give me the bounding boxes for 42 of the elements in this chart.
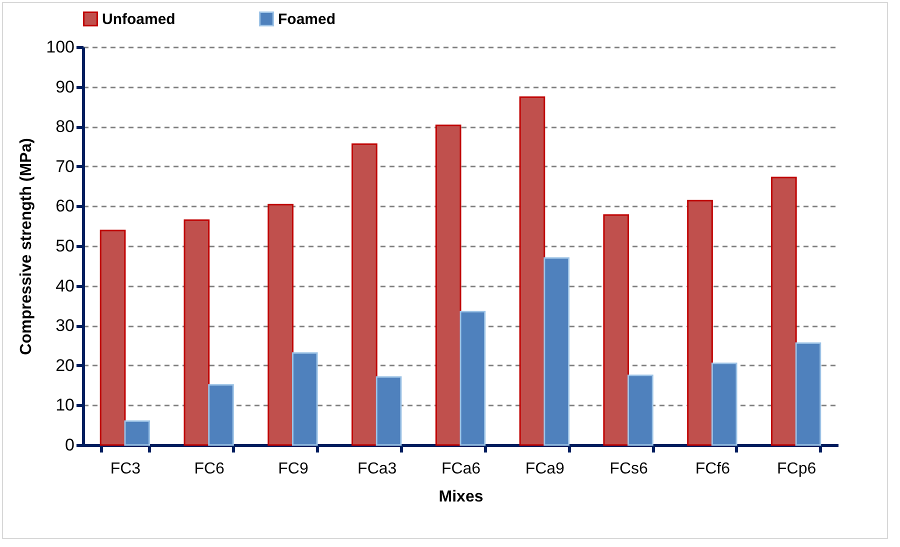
- y-tick-label: 50: [56, 236, 74, 256]
- bar: [268, 204, 294, 446]
- bar: [124, 420, 150, 446]
- y-tick-label: 0: [65, 436, 74, 454]
- bar: [435, 124, 462, 446]
- bar: [292, 352, 318, 446]
- x-tick-label: FCf6: [695, 460, 730, 478]
- bar: [544, 257, 570, 446]
- bar: [795, 342, 822, 446]
- bar: [460, 310, 486, 446]
- x-tick-label: FC9: [278, 460, 308, 478]
- y-tick-label: 20: [56, 356, 74, 375]
- bar: [352, 143, 378, 446]
- x-tick-label: FCp6: [776, 460, 816, 478]
- y-tick-label: 100: [46, 38, 74, 56]
- x-tick-label: FC6: [194, 460, 225, 478]
- y-tick-label: 30: [56, 316, 74, 336]
- bar: [628, 374, 654, 446]
- y-axis-title: Compressive strength (MPa): [18, 138, 36, 355]
- y-tick-label: 90: [56, 77, 74, 96]
- x-tick-label: FCa9: [525, 460, 565, 478]
- bar: [184, 219, 210, 446]
- bar: [208, 384, 234, 446]
- y-tick-label: 60: [56, 196, 74, 216]
- y-tick-label: 80: [56, 117, 74, 136]
- bar: [100, 230, 126, 446]
- legend-label: Unfoamed: [102, 10, 176, 28]
- x-tick-label: FCa3: [358, 460, 397, 478]
- bar: [603, 214, 630, 446]
- y-tick-label: 40: [56, 276, 74, 296]
- y-tick-label: 10: [56, 396, 74, 415]
- x-axis-title: Mixes: [438, 488, 484, 506]
- x-tick-label: FC3: [110, 460, 141, 478]
- bar: [687, 200, 713, 446]
- bar: [376, 376, 402, 446]
- bar: [711, 362, 738, 446]
- y-tick-label: 70: [56, 156, 74, 176]
- x-tick-label: FCs6: [610, 460, 648, 478]
- bar: [519, 96, 546, 446]
- legend-label: Foamed: [278, 10, 336, 28]
- bar: [770, 176, 797, 446]
- x-tick-label: FCa6: [441, 460, 481, 478]
